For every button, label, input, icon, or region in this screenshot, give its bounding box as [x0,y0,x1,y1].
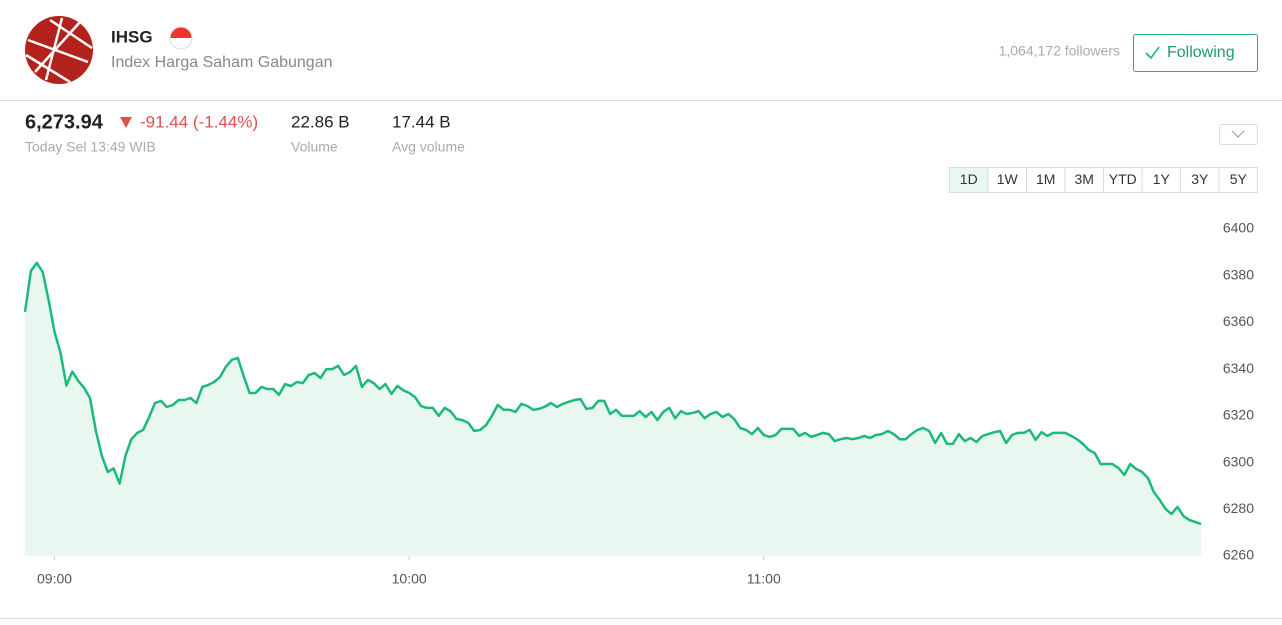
x-tick-label: 10:00 [392,571,427,587]
x-tick-label: 11:00 [747,571,781,587]
range-label[interactable]: 3M [1075,171,1094,187]
flag [169,26,193,50]
range-button[interactable] [987,167,1027,193]
y-tick-label: 6360 [1223,313,1254,329]
y-tick-label: 6380 [1223,266,1254,282]
y-tick-label: 6400 [1223,220,1254,236]
range-label[interactable]: 3Y [1191,171,1209,187]
range-button[interactable] [949,167,989,193]
symbol: IHSG [111,27,153,46]
logo [25,16,93,84]
down-arrow [120,117,132,128]
stat-label: Volume [291,139,338,155]
range-label[interactable]: 1Y [1153,171,1171,187]
follow-button[interactable]: Following [1133,34,1258,72]
stat-label: Avg volume [392,139,465,155]
y-tick-label: 6260 [1223,547,1254,563]
x-tick-label: 09:00 [37,571,72,587]
range-selector: 1D 1W 1M 3M YTD 1Y 3Y 5Y [949,167,1258,193]
dropdown[interactable] [1219,124,1258,145]
range-button[interactable] [1064,167,1104,193]
y-tick-label: 6320 [1223,407,1254,423]
range-button[interactable] [1103,167,1143,193]
stat-value: 17.44 B [392,112,451,131]
range-label[interactable]: 1W [997,171,1019,187]
price: 6,273.94 [25,111,104,133]
timestamp: Today Sel 13:49 WIB [25,139,156,155]
subtitle: Index Harga Saham Gabungan [111,54,332,71]
stat-value: 22.86 B [291,112,350,131]
range-label[interactable]: 1D [960,171,978,187]
change: -91.44 (-1.44%) [140,112,258,131]
range-label[interactable]: 1M [1036,171,1055,187]
y-tick-label: 6280 [1223,500,1254,516]
range-label[interactable]: YTD [1109,171,1137,187]
y-tick-label: 6340 [1223,360,1254,376]
price-line [23,261,1202,526]
y-tick-label: 6300 [1223,453,1254,469]
range-button[interactable] [1026,167,1066,193]
chart: 6260 6280 6300 6320 6340 6360 6380 6400 09:00 10:… [23,220,1254,587]
range-button[interactable] [1141,167,1181,193]
range-label[interactable]: 5Y [1230,171,1248,187]
area [25,262,1202,556]
range-button[interactable] [1218,167,1258,193]
followers: 1,064,172 followers [999,43,1120,59]
follow-label[interactable]: Following [1167,44,1235,61]
